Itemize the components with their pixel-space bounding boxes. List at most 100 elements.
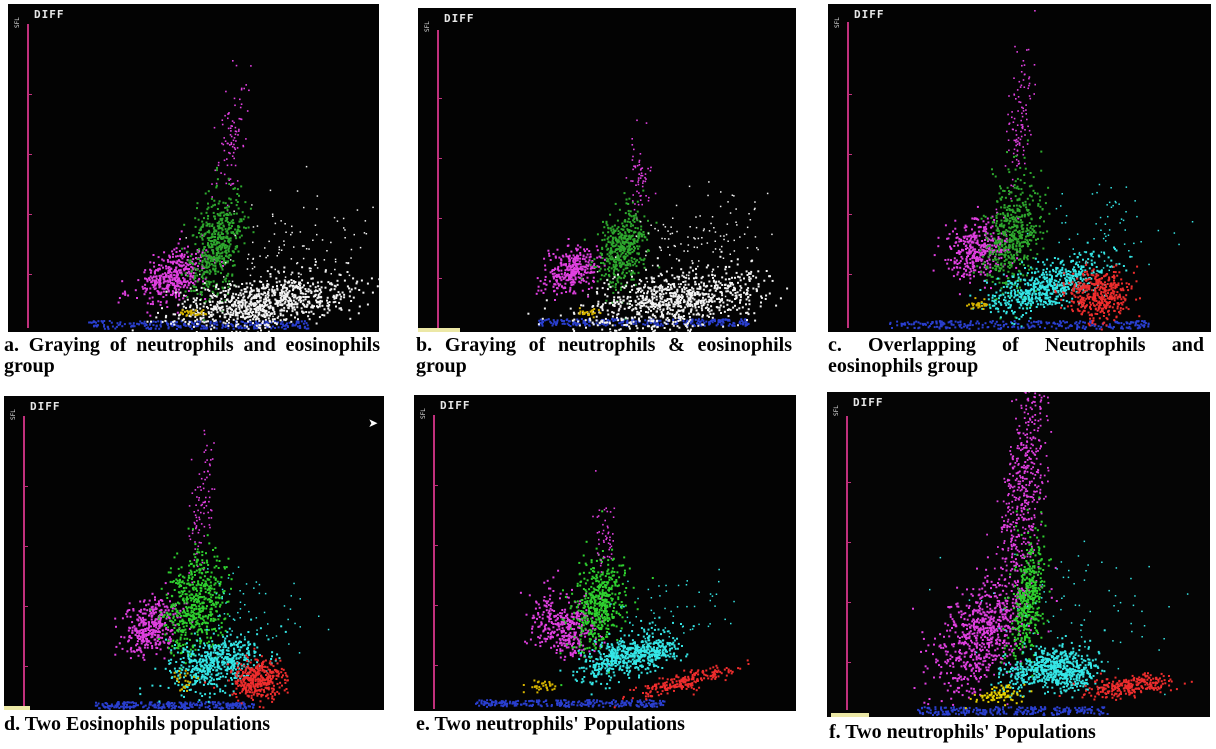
- axis-tick: [27, 274, 32, 275]
- panel-c: SFL DIFF: [828, 4, 1211, 332]
- axis-tick: [27, 94, 32, 95]
- axis-label: SFL: [424, 21, 431, 32]
- monocytes-cluster-stream: [188, 429, 216, 584]
- x-axis-marker: [831, 713, 869, 717]
- axis-tick: [23, 606, 28, 607]
- axis-tick: [437, 278, 442, 279]
- debris-cluster: [889, 320, 1150, 330]
- monocytes-cluster-stream: [625, 119, 657, 220]
- axis-label: SFL: [10, 409, 17, 420]
- small-yellow-cluster: [179, 309, 208, 317]
- panel-d: ➤ SFL DIFF: [4, 396, 384, 710]
- screen-label: DIFF: [30, 400, 61, 413]
- sfl-axis: [27, 24, 29, 328]
- neutrophils-cluster-scatter: [1026, 183, 1194, 286]
- axis-tick: [847, 154, 852, 155]
- debris-cluster: [94, 701, 255, 710]
- small-yellow-cluster: [964, 683, 1033, 710]
- axis-tick: [847, 274, 852, 275]
- neutrophils-cluster-scatter: [929, 540, 1189, 696]
- axis-tick: [23, 486, 28, 487]
- lymphocytes-cluster: [1000, 496, 1052, 677]
- axis-label: SFL: [420, 408, 427, 419]
- caption-b: b. Graying of neutrophils & eosinophils …: [416, 334, 792, 377]
- scattergram-e-svg: [475, 470, 750, 709]
- caption-c: c. Overlapping of Neutrophils and eosino…: [828, 334, 1204, 377]
- axis-tick: [433, 605, 438, 606]
- small-yellow-cluster: [966, 297, 988, 310]
- neutrophils-eosinophils-cluster-scatter: [587, 181, 773, 331]
- monocytes-cluster: [535, 238, 606, 301]
- small-yellow-cluster: [173, 669, 200, 692]
- scattergram-b: SFL DIFF: [418, 8, 796, 332]
- screen-label: DIFF: [34, 8, 65, 21]
- axis-tick: [847, 94, 852, 95]
- small-yellow-cluster: [522, 679, 557, 694]
- scattergram-a-svg: [88, 60, 379, 332]
- neutrophils-cluster: [969, 241, 1132, 328]
- panel-f: SFL DIFF: [827, 392, 1210, 717]
- axis-tick: [846, 602, 851, 603]
- axis-tick: [437, 218, 442, 219]
- eosinophils-cluster: [1054, 261, 1141, 331]
- monocytes-cluster: [117, 230, 226, 317]
- eosinophils-cluster: [613, 659, 750, 709]
- eosinophils-cluster: [204, 647, 289, 709]
- debris-cluster: [475, 699, 666, 708]
- neutrophils-cluster: [139, 618, 287, 703]
- caption-e: e. Two neutrophils' Populations: [416, 713, 685, 735]
- monocytes-cluster: [519, 569, 611, 672]
- mouse-cursor-icon: ➤: [368, 416, 379, 430]
- debris-cluster: [917, 706, 1109, 716]
- axis-label: SFL: [834, 17, 841, 28]
- panel-a: SFL DIFF: [8, 4, 379, 332]
- screen-label: DIFF: [440, 399, 471, 412]
- axis-tick: [846, 482, 851, 483]
- axis-tick: [846, 542, 851, 543]
- axis-tick: [846, 662, 851, 663]
- scattergram-d-svg: [94, 429, 330, 710]
- neutrophils-eosinophils-cluster: [131, 260, 379, 332]
- lymphocytes-cluster: [180, 166, 255, 322]
- screen-label: DIFF: [854, 8, 885, 21]
- axis-tick: [847, 214, 852, 215]
- neutrophils-cluster-2: [614, 627, 688, 677]
- small-yellow-cluster: [578, 307, 602, 319]
- x-axis-marker: [418, 328, 460, 332]
- sfl-axis: [846, 416, 848, 710]
- sfl-axis: [433, 415, 435, 709]
- axis-label: SFL: [14, 17, 21, 28]
- axis-tick: [27, 214, 32, 215]
- monocytes-cluster: [912, 543, 1058, 706]
- monocytes-cluster-stream: [592, 470, 616, 600]
- neutrophils-cluster-scatter: [207, 566, 330, 661]
- scattergram-e: SFL DIFF: [414, 395, 796, 711]
- scattergram-f: SFL DIFF: [827, 392, 1210, 717]
- debris-cluster: [538, 318, 750, 327]
- scattergram-b-svg: [527, 119, 789, 332]
- eosinophils-cluster: [1058, 672, 1193, 701]
- caption-d: d. Two Eosinophils populations: [4, 713, 271, 735]
- axis-label: SFL: [833, 405, 840, 416]
- neutrophils-eosinophils-cluster-scatter: [185, 165, 374, 318]
- lymphocytes-cluster: [972, 139, 1051, 320]
- neutrophils-cluster-scatter: [610, 568, 735, 649]
- lymphocytes-cluster: [580, 189, 661, 320]
- axis-tick: [23, 666, 28, 667]
- monocytes-cluster-stream: [986, 392, 1053, 706]
- scattergram-a: SFL DIFF: [8, 4, 379, 332]
- axis-tick: [437, 158, 442, 159]
- neutrophils-cluster: [990, 629, 1106, 699]
- x-axis-marker: [4, 706, 30, 710]
- screen-label: DIFF: [444, 12, 475, 25]
- scattergram-d: ➤ SFL DIFF: [4, 396, 384, 710]
- scattergram-c: SFL DIFF: [828, 4, 1211, 332]
- sfl-axis: [437, 30, 439, 330]
- axis-tick: [433, 485, 438, 486]
- scattergram-c-svg: [889, 10, 1194, 331]
- scattergram-f-svg: [912, 392, 1193, 716]
- sfl-axis: [847, 22, 849, 328]
- axis-tick: [433, 545, 438, 546]
- axis-tick: [27, 154, 32, 155]
- axis-tick: [433, 665, 438, 666]
